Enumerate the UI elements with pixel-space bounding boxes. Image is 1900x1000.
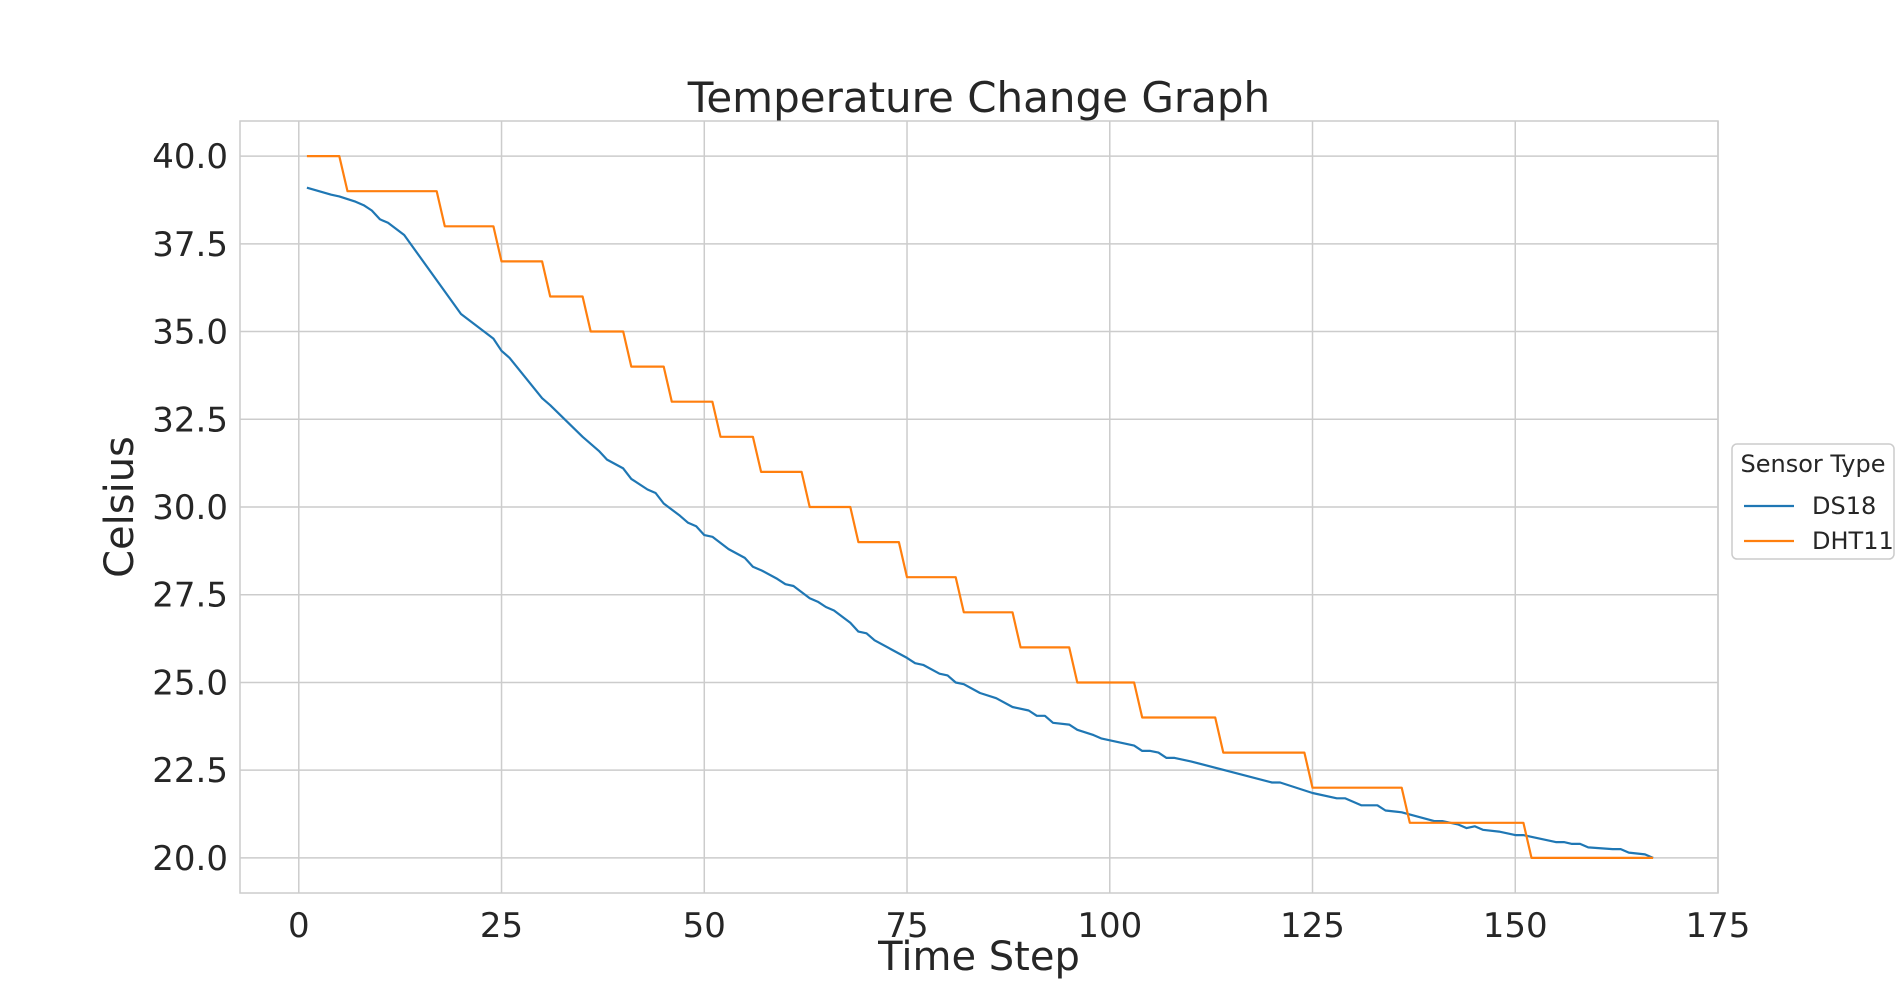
legend-box xyxy=(1731,443,1895,560)
x-tick-label: 150 xyxy=(1483,906,1548,946)
y-tick-labels: 20.0 22.5 25.0 27.5 30.0 32.5 35.0 37.5 40.0 xyxy=(152,137,228,879)
plot-frame xyxy=(239,120,1719,894)
y-axis-label: Celsius xyxy=(97,436,143,578)
y-tick-label: 40.0 xyxy=(152,137,228,177)
y-tick-label: 25.0 xyxy=(152,663,228,703)
y-tick-label: 22.5 xyxy=(152,751,228,791)
chart-title: Temperature Change Graph xyxy=(687,73,1270,122)
x-tick-labels: 0 25 50 75 100 125 150 175 xyxy=(288,906,1750,946)
legend-label-dht11: DHT11 xyxy=(1812,527,1894,555)
legend: Sensor Type DS18 DHT11 xyxy=(1731,443,1895,560)
legend-label-ds18: DS18 xyxy=(1812,492,1876,520)
y-tick-label: 32.5 xyxy=(152,400,228,440)
y-tick-label: 37.5 xyxy=(152,225,228,265)
series-layer xyxy=(306,155,1654,860)
legend-title: Sensor Type xyxy=(1740,450,1885,478)
legend-items: DS18 DHT11 xyxy=(1744,492,1894,555)
x-tick-label: 75 xyxy=(885,906,928,946)
y-tick-label: 35.0 xyxy=(152,313,228,353)
series-line-dht11 xyxy=(306,155,1654,860)
y-tick-label: 27.5 xyxy=(152,576,228,616)
x-tick-label: 25 xyxy=(480,906,523,946)
x-tick-label: 175 xyxy=(1686,906,1751,946)
x-tick-label: 100 xyxy=(1077,906,1142,946)
x-axis-label: Time Step xyxy=(877,934,1080,980)
x-tick-label: 125 xyxy=(1280,906,1345,946)
y-tick-label: 30.0 xyxy=(152,488,228,528)
x-tick-label: 0 xyxy=(288,906,310,946)
y-tick-label: 20.0 xyxy=(152,839,228,879)
x-tick-label: 50 xyxy=(683,906,726,946)
